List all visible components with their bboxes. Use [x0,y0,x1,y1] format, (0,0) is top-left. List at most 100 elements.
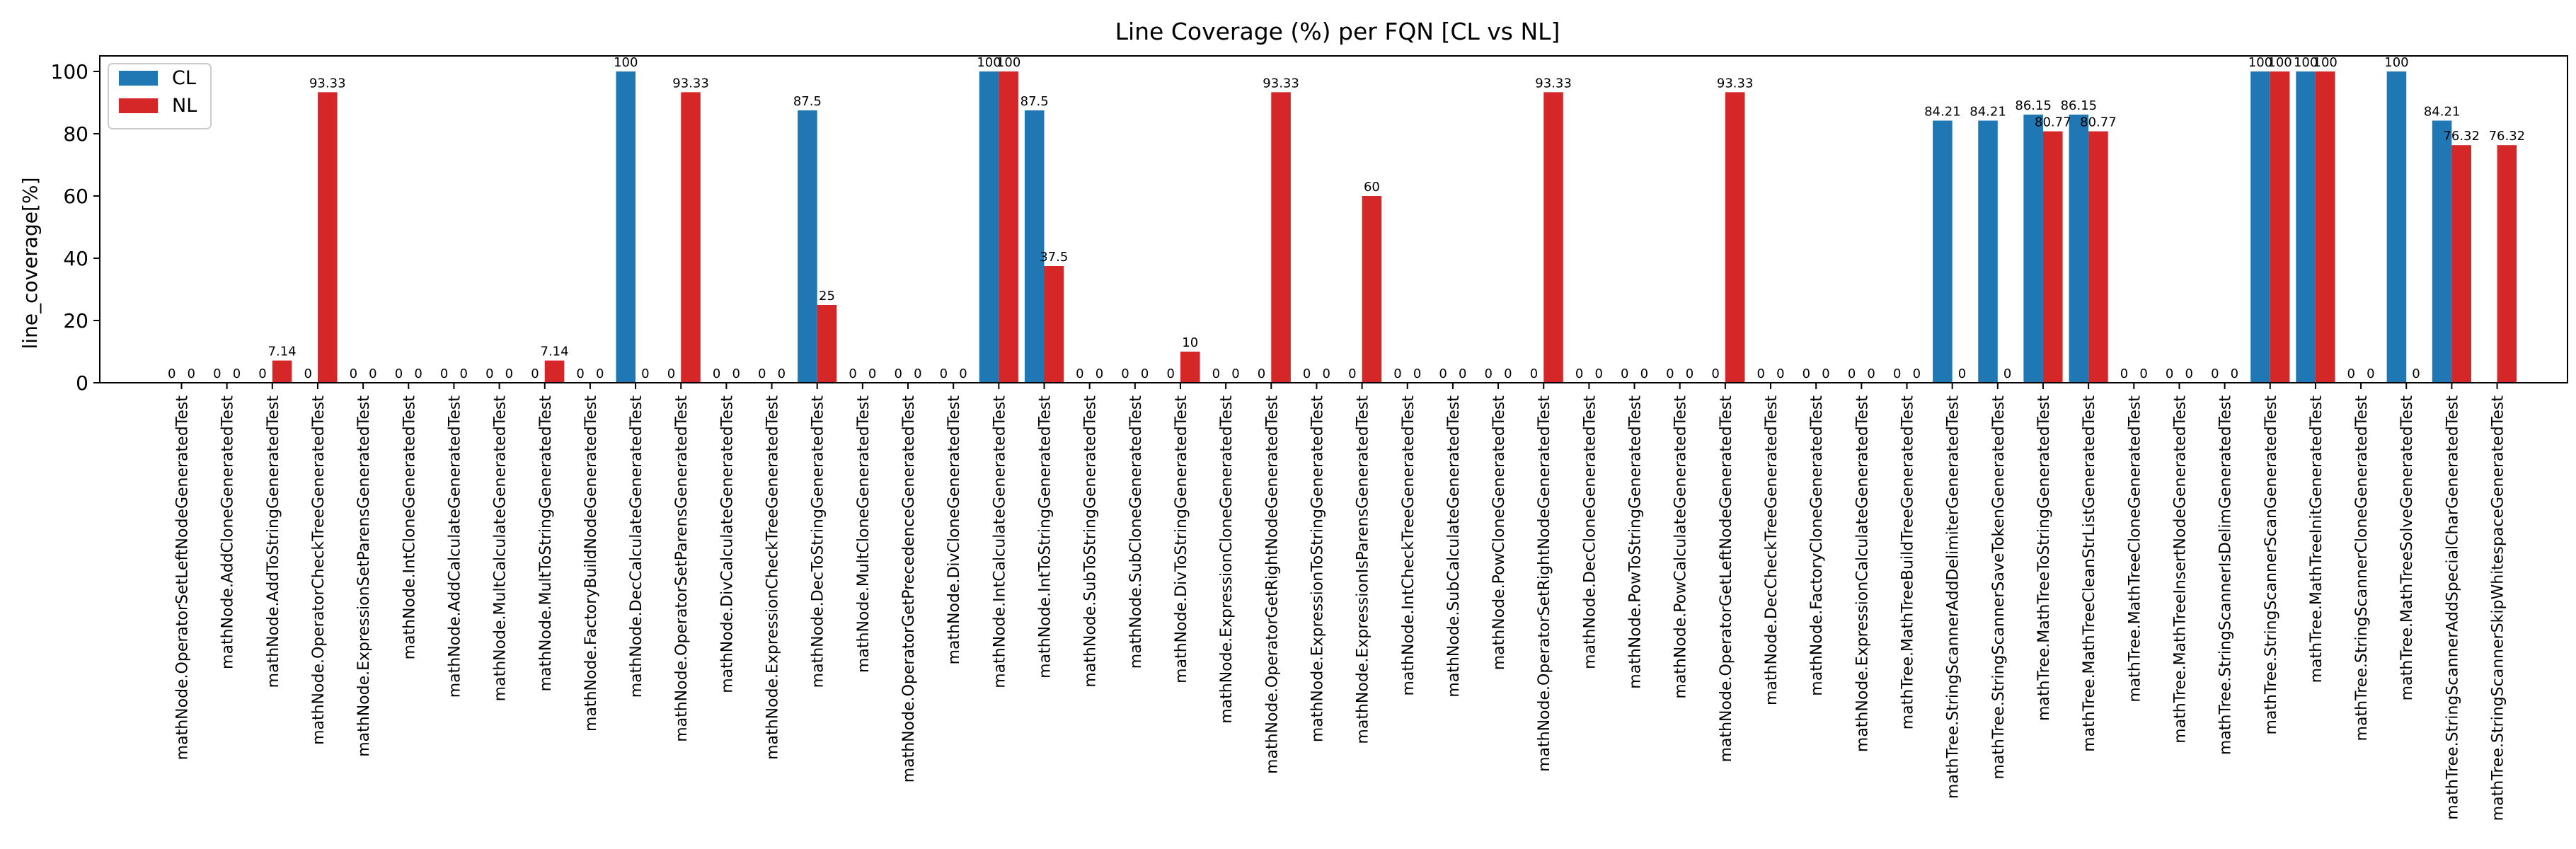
bar-value-label: 0 [304,366,311,381]
x-tick-label: mathNode.SubCalculateGeneratedTest [1445,395,1463,698]
x-tick-label: mathNode.FactoryCloneGeneratedTest [1808,395,1826,696]
bar-value-label: 0 [188,366,195,381]
bar-cl [2296,71,2316,383]
bar-nl [1543,92,1563,383]
bar-value-label: 0 [2367,366,2374,381]
bar-value-label: 0 [1640,366,1648,381]
x-tick-label: mathNode.AddCalculateGeneratedTest [446,395,464,698]
bar-nl [1044,266,1064,383]
bar-value-label: 0 [2412,366,2420,381]
x-tick-label: mathNode.MultToStringGeneratedTest [537,395,555,692]
bar-nl [1362,196,1382,383]
bar-value-label: 0 [1530,366,1538,381]
bar-nl [1725,92,1745,383]
bar-value-label: 0 [2166,366,2173,381]
bar-value-label: 0 [1757,366,1765,381]
bar-value-label: 0 [168,366,176,381]
bar-value-label: 100 [2294,55,2318,70]
bar-value-label: 0 [2347,366,2355,381]
x-tick-label: mathTree.StringScannerSkipWhitespaceGene… [2490,395,2507,821]
x-tick-label: mathNode.ExpressionSetParensGeneratedTes… [355,395,373,757]
bar-value-label: 0 [369,366,376,381]
bar-value-label: 0 [1867,366,1875,381]
bar-value-label: 93.33 [1535,76,1572,91]
bar-cl [1933,120,1953,383]
x-tick-label: mathNode.IntCheckTreeGeneratedTest [1400,395,1418,696]
x-tick-label: mathNode.OperatorSetRightNodeGeneratedTe… [1536,395,1553,772]
bar-value-label: 93.33 [1717,76,1754,91]
bar-value-label: 0 [2003,366,2011,381]
y-tick-label: 0 [76,371,88,395]
y-tick-label: 60 [63,185,88,208]
bar-value-label: 0 [2139,366,2147,381]
x-tick-label: mathNode.ExpressionToStringGeneratedTest [1309,395,1326,743]
x-tick-label: mathTree.StringScannerSaveTokenGenerated… [1990,395,2008,780]
x-tick-label: mathNode.IntCloneGeneratedTest [401,395,418,660]
bar-value-label: 100 [2248,55,2272,70]
bars-group [272,71,2517,383]
bar-value-label: 0 [1323,366,1330,381]
bar-value-label: 0 [1594,366,1602,381]
bar-value-label: 0 [868,366,876,381]
bar-value-label: 0 [350,366,357,381]
bar-value-label: 0 [440,366,448,381]
bar-value-label: 0 [2211,366,2219,381]
x-tick-label: mathNode.AddCloneGeneratedTest [219,395,237,669]
bar-value-label: 87.5 [793,94,822,109]
x-tick-label: mathNode.ExpressionCheckTreeGeneratedTes… [764,395,782,760]
bar-value-label: 0 [1485,366,1493,381]
x-tick-label: mathTree.StringScannerAddSpecialCharGene… [2444,395,2461,820]
x-tick-label: mathNode.OperatorGetLeftNodeGeneratedTes… [1718,395,1735,763]
bar-value-label: 0 [258,366,266,381]
x-tick-label: mathNode.PowCloneGeneratedTest [1490,395,1508,671]
bar-value-label: 0 [576,366,584,381]
bar-nl [2088,131,2108,383]
x-tick-label: mathNode.IntToStringGeneratedTest [1036,395,1054,678]
x-tick-label: mathNode.IntCalculateGeneratedTest [991,395,1008,688]
bar-value-label: 0 [1848,366,1856,381]
bar-nl [2497,145,2517,383]
legend: CL NL [108,63,212,129]
x-tick-label: mathTree.MathTreeSolveGeneratedTest [2398,395,2416,701]
bar-value-label: 0 [1096,366,1103,381]
x-tick-label: mathNode.MultCalculateGeneratedTest [492,395,510,702]
bar-value-label: 60 [1364,180,1380,195]
x-tick-label: mathNode.PowToStringGeneratedTest [1627,395,1645,689]
x-tick-label: mathNode.ExpressionCloneGeneratedTest [1218,395,1236,724]
legend-label-nl: NL [172,95,197,117]
bar-nl [544,360,565,383]
x-tick-label: mathNode.DivCalculateGeneratedTest [718,395,736,693]
bar-value-label: 0 [1303,366,1311,381]
bar-value-label: 84.21 [1970,104,2006,119]
bar-value-label: 0 [1258,366,1265,381]
bar-nl [681,92,701,383]
bar-value-label: 0 [531,366,539,381]
bar-value-label: 76.32 [2489,129,2526,144]
bar-nl [1180,352,1200,383]
x-tick-label: mathNode.SubToStringGeneratedTest [1082,395,1100,688]
x-tick-label: mathNode.OperatorSetLeftNodeGeneratedTes… [173,395,191,761]
bar-nl [2451,145,2471,383]
bar-cl [1978,120,1998,383]
plot-frame [99,55,2568,383]
bar-value-label: 0 [1348,366,1356,381]
bar-value-label: 0 [849,366,856,381]
bar-value-label: 0 [1439,366,1447,381]
legend-swatch-nl [119,98,158,113]
x-tick-label: mathNode.PowCalculateGeneratedTest [1672,395,1690,699]
x-tick-label: mathNode.OperatorGetRightNodeGeneratedTe… [1263,395,1281,774]
x-tick-label: mathTree.StringScannerCloneGeneratedTest [2353,395,2371,741]
bar-value-label: 80.77 [2035,115,2071,130]
x-tick-label: mathNode.AddToStringGeneratedTest [265,395,282,688]
bar-value-label: 0 [1212,366,1220,381]
bar-value-label: 0 [732,366,740,381]
x-tick-label: mathNode.OperatorCheckTreeGeneratedTest [310,395,328,745]
x-tick-label: mathNode.DivCloneGeneratedTest [945,395,963,665]
bar-value-label: 100 [977,55,1001,70]
bar-value-label: 0 [414,366,422,381]
y-tick-label: 80 [63,122,88,146]
bar-value-label: 0 [1802,366,1810,381]
bar-value-label: 0 [1575,366,1583,381]
x-tick-label: mathNode.MultCloneGeneratedTest [855,395,873,673]
bar-value-label: 0 [758,366,766,381]
